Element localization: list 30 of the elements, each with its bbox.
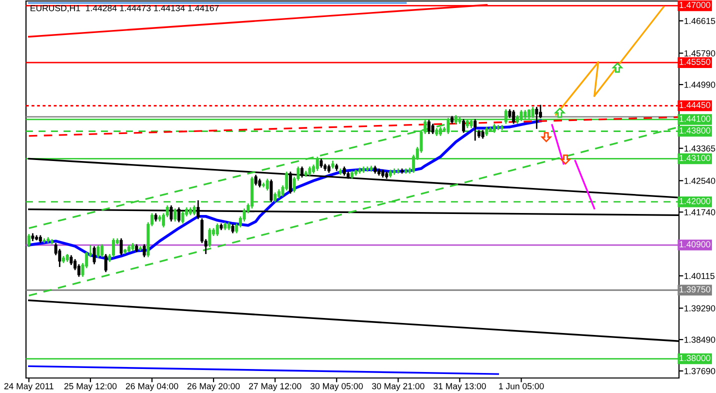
x-tick-label: 31 May 13:00 — [434, 383, 486, 392]
x-tick-label: 26 May 20:00 — [187, 383, 240, 392]
x-tick-label: 30 May 05:00 — [310, 383, 363, 392]
ref-line-label: 1.45550 — [680, 58, 710, 65]
ref-line-label: 1.38000 — [680, 354, 710, 362]
y-tick-label: 1.45790 — [684, 50, 716, 56]
x-tick-label: 24 May 2011 — [4, 383, 54, 392]
x-tick-label: 26 May 04:00 — [126, 383, 178, 392]
y-tick-label: 1.44990 — [684, 82, 716, 88]
y-tick-label: 1.38490 — [684, 336, 716, 343]
y-tick-label: 1.40115 — [684, 272, 714, 280]
ref-line-label: 1.47000 — [680, 2, 710, 8]
y-tick-label: 1.41740 — [684, 209, 716, 216]
ref-line-label: 1.43800 — [680, 127, 710, 134]
ref-line-label: 1.44450 — [680, 102, 710, 108]
y-tick-label: 1.46615 — [684, 18, 716, 24]
chart-title: EURUSD,H1 1.44284 1.44473 1.44134 1.44167 — [30, 5, 219, 12]
y-tick-label: 1.42540 — [684, 178, 716, 184]
x-tick-label: 30 May 21:00 — [372, 383, 424, 392]
y-tick-label: 1.37690 — [684, 368, 716, 374]
ref-line-label: 1.44100 — [680, 116, 710, 122]
ref-line-label: 1.43100 — [680, 154, 710, 162]
y-tick-label: 1.39290 — [684, 305, 716, 312]
ref-line-label: 1.39750 — [680, 286, 710, 292]
x-tick-label: 25 May 12:00 — [64, 383, 117, 392]
x-tick-label: 1 Jun 05:00 — [499, 383, 544, 390]
y-tick-label: 1.43365 — [684, 145, 716, 152]
ref-line-label: 1.40900 — [680, 241, 710, 248]
x-tick-label: 27 May 12:00 — [249, 383, 302, 392]
ref-line-label: 1.42000 — [680, 198, 710, 204]
